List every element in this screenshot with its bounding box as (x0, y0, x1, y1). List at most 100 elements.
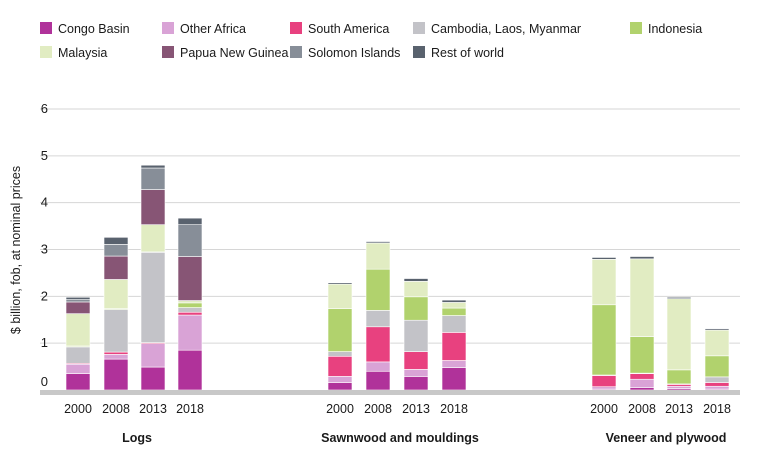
bar-sawnwood-and-mouldings-2013-south-america (403, 351, 429, 370)
bar-logs-2013-solomon-islands (140, 167, 166, 190)
bar-veneer-and-plywood-2008-south-america (629, 373, 655, 380)
legend-label-papua-new-guinea: Papua New Guinea (180, 46, 288, 60)
bar-sawnwood-and-mouldings-2000-congo-basin (327, 382, 353, 391)
bar-logs-2008-south-america (103, 351, 129, 355)
bar-logs-2000-congo-basin (65, 373, 91, 391)
bar-sawnwood-and-mouldings-2018-south-america (441, 332, 467, 361)
legend-label-malaysia: Malaysia (58, 46, 107, 60)
bar-sawnwood-and-mouldings-2008-malaysia (365, 242, 391, 270)
x-tick-label-logs-2013: 2013 (139, 402, 167, 416)
y-tick-label-3: 3 (41, 242, 48, 257)
bar-sawnwood-and-mouldings-2018-cambodia-laos-myanmar (441, 315, 467, 333)
x-tick-label-veneer-and-plywood-2018: 2018 (703, 402, 731, 416)
bar-sawnwood-and-mouldings-2013-other-africa (403, 369, 429, 377)
bar-sawnwood-and-mouldings-2018-congo-basin (441, 367, 467, 391)
bar-sawnwood-and-mouldings-2013-cambodia-laos-myanmar (403, 319, 429, 352)
bar-veneer-and-plywood-2008-congo-basin (629, 387, 655, 391)
bar-logs-2018-south-america (177, 311, 203, 316)
bar-veneer-and-plywood-2008-indonesia (629, 336, 655, 374)
legend-swatch-other-africa (162, 22, 174, 34)
legend-swatch-papua-new-guinea (162, 46, 174, 58)
bar-logs-2013-malaysia (140, 224, 166, 252)
bar-veneer-and-plywood-2008-malaysia (629, 258, 655, 337)
group-label-sawnwood-and-mouldings: Sawnwood and mouldings (321, 431, 479, 445)
x-axis-baseline (40, 390, 740, 395)
x-tick-label-veneer-and-plywood-2000: 2000 (590, 402, 618, 416)
bar-logs-2018-rest-of-world (177, 217, 203, 225)
bar-sawnwood-and-mouldings-2018-malaysia (441, 302, 467, 309)
bar-sawnwood-and-mouldings-2000-rest-of-world (327, 282, 353, 285)
bar-logs-2000-other-africa (65, 363, 91, 374)
bar-veneer-and-plywood-2000-other-africa (591, 386, 617, 390)
x-tick-label-veneer-and-plywood-2008: 2008 (628, 402, 656, 416)
bar-veneer-and-plywood-2013-rest-of-world (666, 296, 692, 299)
legend-label-congo-basin: Congo Basin (58, 22, 130, 36)
legend-label-rest-of-world: Rest of world (431, 46, 504, 60)
bar-veneer-and-plywood-2013-other-africa (666, 385, 692, 389)
bar-logs-2000-malaysia (65, 313, 91, 347)
bar-veneer-and-plywood-2000-indonesia (591, 304, 617, 376)
x-tick-label-veneer-and-plywood-2013: 2013 (665, 402, 693, 416)
bar-sawnwood-and-mouldings-2000-malaysia (327, 283, 353, 309)
bar-veneer-and-plywood-2018-indonesia (704, 355, 730, 378)
bar-logs-2008-rest-of-world (103, 237, 129, 245)
y-tick-label-2: 2 (41, 288, 48, 303)
legend-swatch-rest-of-world (413, 46, 425, 58)
x-tick-label-sawnwood-and-mouldings-2013: 2013 (402, 402, 430, 416)
bar-logs-2008-papua-new-guinea (103, 255, 129, 280)
bar-veneer-and-plywood-2008-other-africa (629, 378, 655, 388)
x-tick-label-logs-2018: 2018 (176, 402, 204, 416)
legend-swatch-solomon-islands (290, 46, 302, 58)
bar-sawnwood-and-mouldings-2008-indonesia (365, 268, 391, 311)
bar-sawnwood-and-mouldings-2018-indonesia (441, 307, 467, 316)
bar-logs-2018-other-africa (177, 314, 203, 351)
bar-logs-2013-papua-new-guinea (140, 189, 166, 225)
bar-logs-2013-cambodia-laos-myanmar (140, 252, 166, 343)
bar-logs-2008-cambodia-laos-myanmar (103, 309, 129, 353)
bar-sawnwood-and-mouldings-2000-indonesia (327, 308, 353, 352)
bar-veneer-and-plywood-2013-indonesia (666, 369, 692, 385)
bar-logs-2018-solomon-islands (177, 224, 203, 257)
bar-logs-2018-indonesia (177, 302, 203, 308)
bar-logs-2018-congo-basin (177, 349, 203, 391)
x-tick-label-sawnwood-and-mouldings-2000: 2000 (326, 402, 354, 416)
bar-sawnwood-and-mouldings-2018-rest-of-world (441, 299, 467, 303)
bar-sawnwood-and-mouldings-2008-cambodia-laos-myanmar (365, 310, 391, 328)
bar-veneer-and-plywood-2013-malaysia (666, 298, 692, 371)
bar-sawnwood-and-mouldings-2000-cambodia-laos-myanmar (327, 351, 353, 357)
y-tick-label-1: 1 (41, 335, 48, 350)
bar-sawnwood-and-mouldings-2008-rest-of-world (365, 241, 391, 244)
bar-logs-2008-other-africa (103, 354, 129, 360)
bar-sawnwood-and-mouldings-2008-south-america (365, 326, 391, 363)
legend-swatch-congo-basin (40, 22, 52, 34)
bar-veneer-and-plywood-2018-south-america (704, 382, 730, 387)
legend-swatch-indonesia (630, 22, 642, 34)
bar-sawnwood-and-mouldings-2018-other-africa (441, 360, 467, 368)
bar-sawnwood-and-mouldings-2008-congo-basin (365, 370, 391, 391)
y-tick-label-0: 0 (41, 374, 48, 389)
bar-sawnwood-and-mouldings-2013-congo-basin (403, 376, 429, 391)
legend-swatch-south-america (290, 22, 302, 34)
legend-label-indonesia: Indonesia (648, 22, 702, 36)
bar-sawnwood-and-mouldings-2000-south-america (327, 355, 353, 377)
bar-logs-2000-rest-of-world (65, 296, 91, 300)
bar-logs-2000-cambodia-laos-myanmar (65, 346, 91, 364)
y-tick-label-5: 5 (41, 148, 48, 163)
x-tick-label-sawnwood-and-mouldings-2008: 2008 (364, 402, 392, 416)
bar-veneer-and-plywood-2018-rest-of-world (704, 328, 730, 331)
bar-veneer-and-plywood-2018-cambodia-laos-myanmar (704, 376, 730, 383)
bar-logs-2008-congo-basin (103, 358, 129, 391)
legend-label-south-america: South America (308, 22, 389, 36)
bar-veneer-and-plywood-2000-rest-of-world (591, 257, 617, 260)
y-tick-label-4: 4 (41, 195, 48, 210)
x-tick-label-logs-2000: 2000 (64, 402, 92, 416)
bar-veneer-and-plywood-2018-other-africa (704, 385, 730, 390)
bar-logs-2018-cambodia-laos-myanmar (177, 307, 203, 313)
bar-logs-2008-malaysia (103, 279, 129, 309)
bar-veneer-and-plywood-2000-malaysia (591, 259, 617, 306)
bar-logs-2018-malaysia (177, 300, 203, 304)
y-axis-label: $ billion, fob, at nominal prices (9, 166, 23, 334)
bar-veneer-and-plywood-2018-malaysia (704, 329, 730, 357)
